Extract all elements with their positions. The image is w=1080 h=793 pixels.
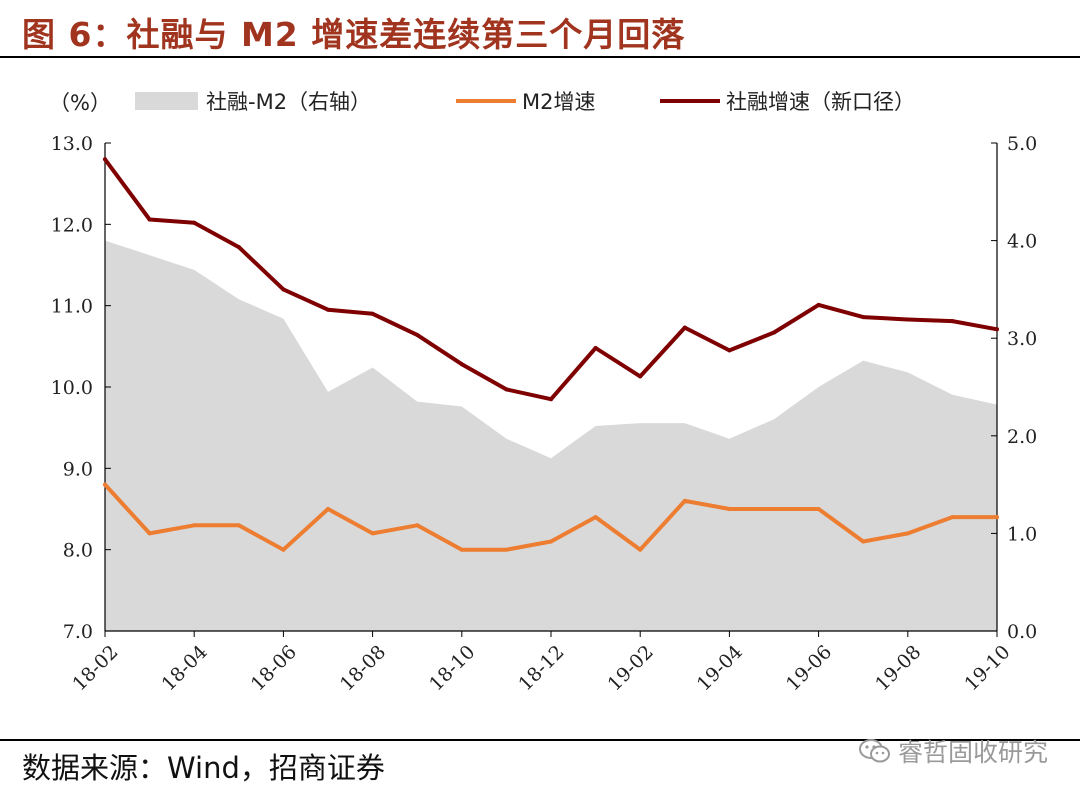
series-point (504, 547, 509, 552)
series-point (905, 531, 910, 536)
series-point (192, 523, 197, 528)
x-tick-label: 19-02 (604, 641, 658, 695)
series-point (147, 217, 152, 222)
series-point (147, 531, 152, 536)
series-point (549, 539, 553, 544)
series-point (772, 330, 776, 335)
series-point (370, 531, 375, 536)
series-point (727, 348, 732, 353)
right-tick-label: 5.0 (1007, 133, 1037, 155)
left-tick-label: 12.0 (51, 214, 93, 236)
x-tick-label: 18-12 (514, 641, 568, 695)
series-point (638, 374, 643, 379)
series-point (905, 317, 910, 322)
series-point (326, 507, 330, 511)
legend-swatch-area (135, 92, 198, 110)
series-point (638, 547, 643, 552)
series-point (103, 157, 107, 162)
x-tick-label: 18-02 (68, 641, 122, 695)
x-tick-label: 18-04 (158, 641, 212, 695)
x-tick-label: 19-06 (782, 641, 836, 695)
series-point (995, 327, 999, 332)
right-tick-label: 4.0 (1007, 231, 1037, 253)
series-area-0 (105, 240, 997, 631)
series-point (861, 539, 866, 544)
series-point (459, 362, 464, 367)
left-tick-label: 8.0 (63, 540, 93, 562)
chart-title: 图 6：社融与 M2 增速差连续第三个月回落 (22, 15, 686, 54)
series-point (727, 507, 732, 511)
legend-label: 社融-M2（右轴） (206, 90, 371, 114)
watermark: 睿哲固收研究 (858, 733, 1048, 769)
source-note: 数据来源：Wind，招商证券 (22, 751, 385, 785)
series-point (682, 498, 687, 503)
series-point (772, 507, 776, 511)
legend-label: M2增速 (522, 90, 595, 114)
series-point (281, 547, 286, 552)
x-tick-label: 19-10 (960, 641, 1014, 695)
right-tick-label: 3.0 (1007, 328, 1037, 350)
series-point (995, 515, 999, 520)
series-point (103, 482, 107, 487)
series-point (816, 507, 821, 511)
series-point (415, 332, 420, 337)
top-rule (0, 56, 1080, 58)
series-point (326, 307, 330, 312)
series-point (415, 523, 420, 528)
x-tick-label: 18-08 (336, 641, 390, 695)
right-tick-label: 0.0 (1007, 621, 1037, 643)
series-point (549, 397, 553, 402)
series-point (593, 515, 598, 520)
unit-label: （%） (49, 91, 111, 115)
x-tick-label: 18-06 (247, 641, 301, 695)
series-point (682, 325, 687, 330)
wechat-icon (858, 739, 890, 763)
left-tick-label: 10.0 (51, 377, 93, 399)
series-point (281, 287, 286, 292)
series-point (861, 315, 866, 320)
right-tick-label: 1.0 (1007, 523, 1037, 545)
bottom-rule (0, 739, 1080, 741)
left-tick-label: 11.0 (51, 296, 93, 318)
x-tick-label: 19-04 (693, 641, 747, 695)
left-tick-label: 9.0 (63, 458, 93, 480)
series-point (504, 387, 509, 392)
legend-label: 社融增速（新口径） (726, 90, 915, 114)
series-point (236, 523, 241, 528)
series-point (950, 515, 955, 520)
series-point (459, 547, 464, 552)
series-point (816, 302, 821, 307)
left-tick-label: 13.0 (51, 133, 93, 155)
chart: 7.0 8.0 9.0 10.0 11.0 12.0 13.0 0.0 1.0 2.0 3.0 4.0… (49, 90, 1037, 695)
series-point (236, 245, 241, 250)
watermark-text: 睿哲固收研究 (897, 738, 1048, 767)
x-tick-label: 18-10 (425, 641, 479, 695)
series-point (192, 220, 197, 225)
series-point (593, 346, 598, 350)
left-tick-label: 7.0 (63, 621, 93, 643)
x-tick-label: 19-08 (871, 641, 925, 695)
right-tick-label: 2.0 (1007, 426, 1037, 448)
series-point (370, 311, 375, 316)
series-point (950, 319, 955, 324)
